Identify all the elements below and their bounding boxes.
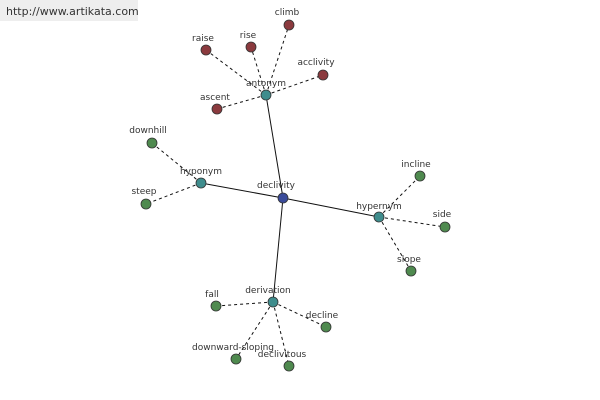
node	[405, 265, 417, 277]
edges	[145, 24, 446, 367]
node	[146, 137, 158, 149]
node-label: acclivity	[297, 58, 335, 68]
node	[230, 353, 242, 365]
edge	[265, 94, 284, 199]
node-label: fall	[205, 290, 219, 300]
node-label: ascent	[200, 93, 230, 103]
edge	[265, 74, 324, 96]
edge	[378, 175, 421, 218]
edge	[378, 216, 412, 272]
node-label: hypernym	[356, 202, 402, 212]
node-label: climb	[275, 8, 300, 18]
node	[320, 321, 332, 333]
node-label: antonym	[246, 79, 286, 89]
edge	[250, 46, 267, 96]
node-label: incline	[401, 160, 431, 170]
node	[439, 221, 451, 233]
edge	[200, 182, 284, 199]
edge	[272, 301, 327, 328]
node	[317, 69, 329, 81]
node-label: hyponym	[180, 167, 222, 177]
node	[195, 177, 207, 189]
node-label: rise	[240, 31, 257, 41]
edge	[216, 94, 267, 110]
node-label: downward-sloping	[192, 343, 274, 353]
edge	[282, 197, 380, 218]
node-label: declivitous	[258, 350, 307, 360]
node	[283, 360, 295, 372]
edge	[272, 301, 290, 367]
edge	[205, 49, 267, 96]
node	[211, 103, 223, 115]
edge	[235, 301, 274, 360]
node-label: slope	[397, 255, 421, 265]
node	[210, 300, 222, 312]
node	[414, 170, 426, 182]
edge	[272, 197, 284, 303]
node	[277, 192, 289, 204]
node	[140, 198, 152, 210]
node	[245, 41, 257, 53]
node-label: decline	[306, 311, 339, 321]
node-label: steep	[131, 187, 156, 197]
node-label: declivity	[257, 181, 296, 191]
edge	[215, 301, 274, 307]
edge	[145, 182, 202, 205]
node	[373, 211, 385, 223]
node-label: derivation	[245, 286, 291, 296]
node	[200, 44, 212, 56]
node	[283, 19, 295, 31]
node-label: downhill	[129, 126, 167, 136]
edge	[265, 24, 290, 96]
node	[267, 296, 279, 308]
watermark-box	[0, 0, 138, 21]
edge	[151, 142, 202, 184]
node	[260, 89, 272, 101]
watermark: http://www.artikata.com	[6, 5, 139, 18]
node-label: side	[433, 210, 452, 220]
nodes: declivity antonym hyponym hypernym derivatio…	[129, 8, 452, 372]
edge	[378, 216, 446, 228]
node-label: raise	[192, 34, 214, 44]
